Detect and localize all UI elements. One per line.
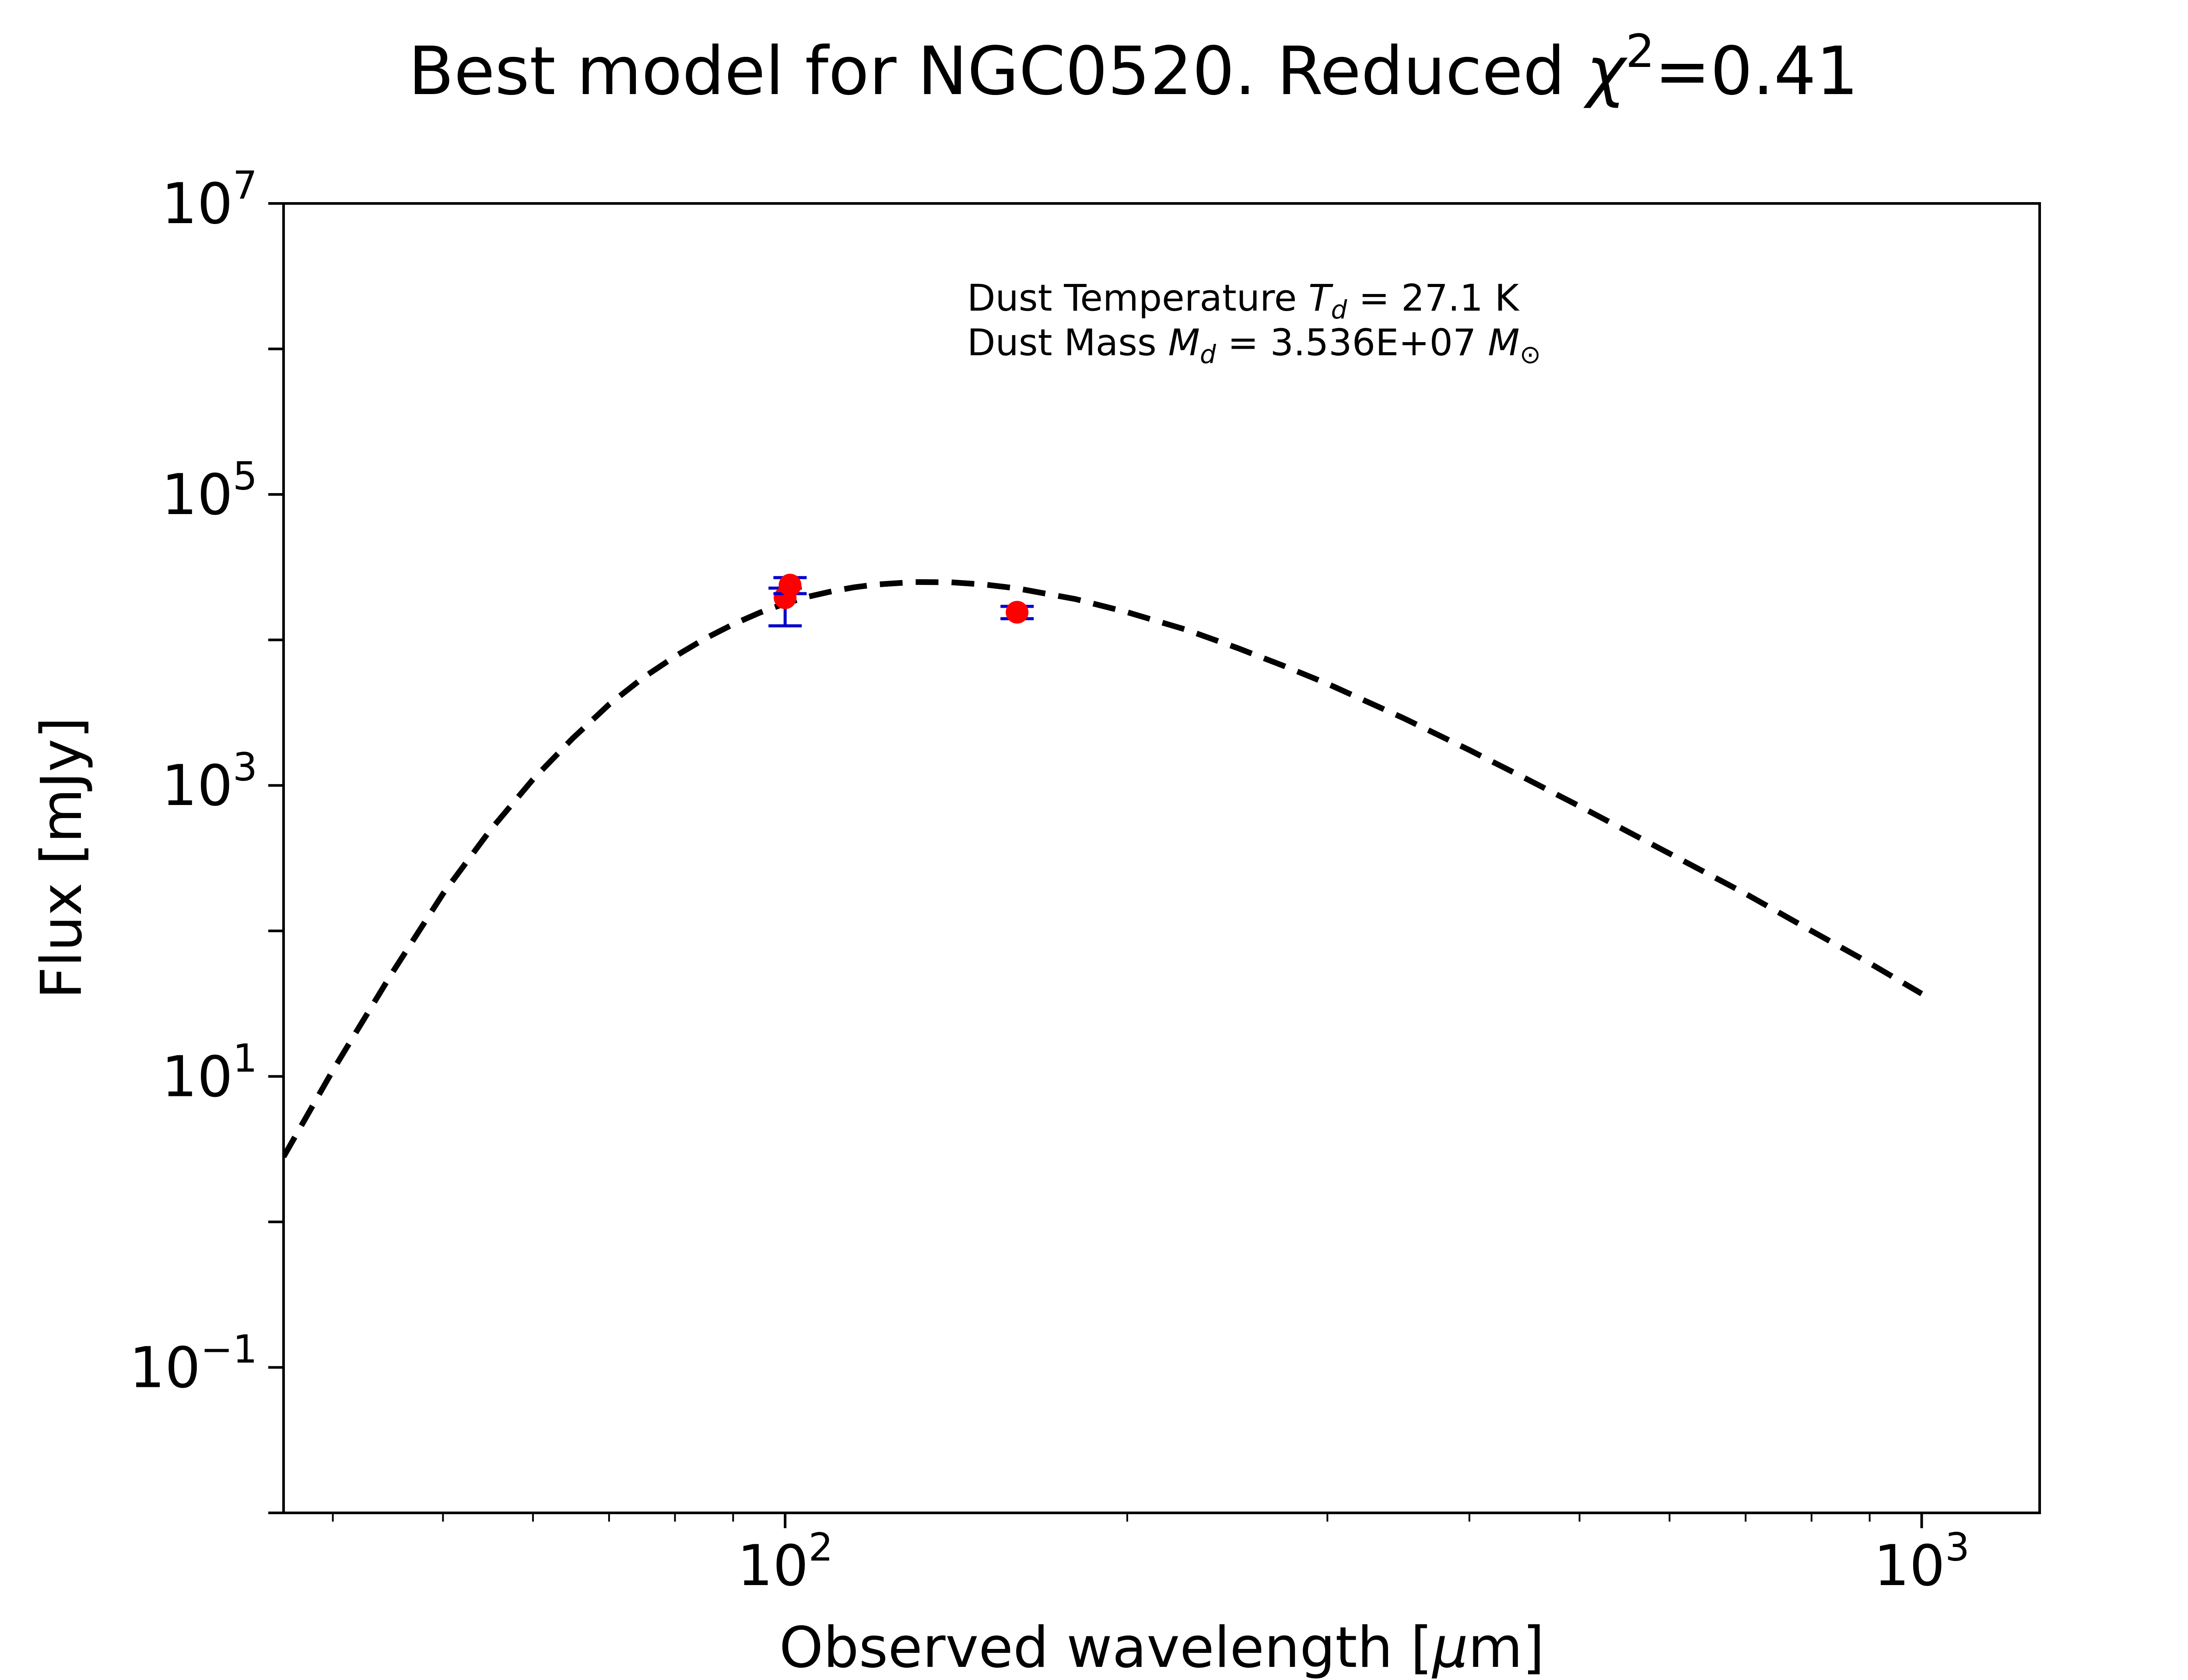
annotation-temperature-suffix: = 27.1 K	[1347, 276, 1520, 319]
annotation-mass: Dust Mass Md = 3.536E+07 M⊙	[967, 321, 1541, 369]
annotation-temperature-prefix: Dust Temperature	[967, 276, 1308, 319]
data-point-marker	[1006, 601, 1029, 624]
x-axis-label-mu: μ	[1431, 1615, 1468, 1680]
annotation-mass-unit-symbol: M	[1488, 321, 1519, 364]
x-tick-label: 102	[737, 1525, 833, 1599]
title-superscript: 2	[1626, 24, 1655, 78]
annotation-mass-symbol: M	[1168, 321, 1200, 364]
annotation-mass-unit-sub: ⊙	[1520, 340, 1541, 369]
y-tick-label: 103	[161, 745, 257, 819]
chart-title: Best model for NGC0520. Reduced χ2=0.41	[408, 24, 1858, 110]
x-axis-label: Observed wavelength [μm]	[779, 1615, 1545, 1680]
data-point	[1000, 601, 1034, 624]
title-suffix: =0.41	[1655, 32, 1858, 110]
y-tick-label: 101	[161, 1036, 257, 1110]
y-tick-label: 105	[161, 454, 257, 528]
x-axis-label-suffix: m]	[1468, 1615, 1545, 1680]
annotation-mass-prefix: Dust Mass	[967, 321, 1168, 364]
data-point-marker	[778, 574, 802, 597]
plot-area	[284, 574, 1923, 1158]
y-axis-ticks: 10−1 101 103 105 107	[129, 163, 284, 1514]
annotation-temperature: Dust Temperature Td = 27.1 K	[967, 276, 1520, 325]
annotation: Dust Temperature Td = 27.1 K Dust Mass M…	[967, 276, 1541, 369]
title-chi: χ	[1583, 32, 1628, 110]
model-curve	[284, 579, 1923, 1158]
y-axis-label: Flux [mJy]	[29, 717, 95, 999]
annotation-mass-sub: d	[1200, 340, 1217, 369]
x-axis-label-prefix: Observed wavelength [	[779, 1615, 1433, 1680]
y-tick-label: 107	[161, 163, 257, 237]
x-axis-ticks: 102 103	[332, 1513, 1970, 1599]
data-point	[773, 574, 807, 597]
x-tick-label: 103	[1874, 1525, 1970, 1599]
annotation-temperature-symbol: T	[1308, 276, 1333, 319]
annotation-temperature-sub: d	[1331, 295, 1347, 325]
title-text: Best model for NGC0520. Reduced	[408, 32, 1586, 110]
data-points	[768, 574, 1034, 627]
axes-frame	[282, 202, 2041, 1514]
annotation-mass-value: = 3.536E+07	[1216, 321, 1488, 364]
y-tick-label: 10−1	[129, 1326, 257, 1400]
